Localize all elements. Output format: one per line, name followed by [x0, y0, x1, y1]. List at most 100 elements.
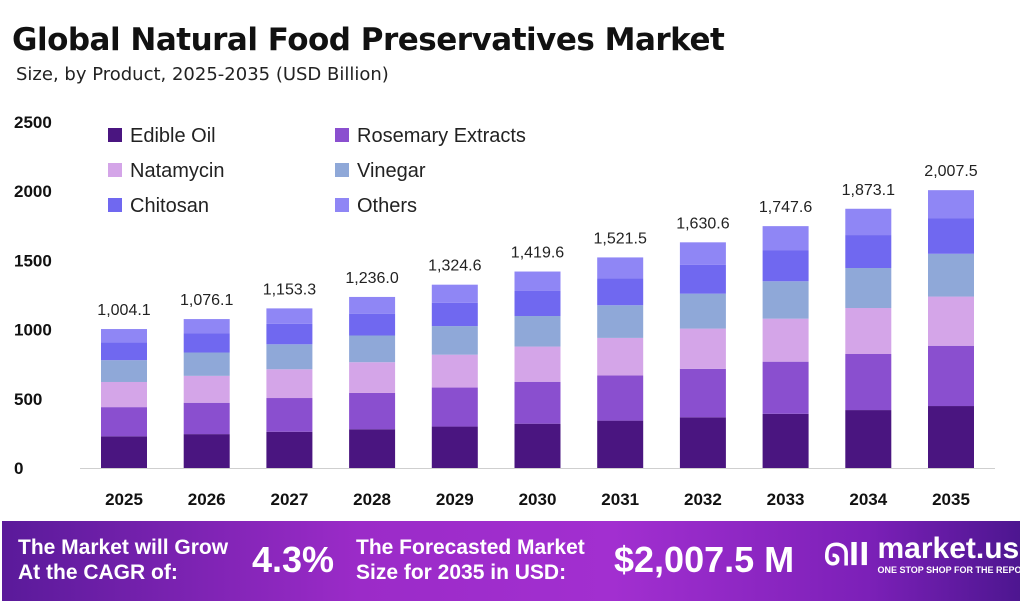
x-tick-label: 2028 [353, 490, 391, 509]
bar-segment-edible-oil [597, 420, 644, 468]
bar-segment-rosemary-extracts [762, 361, 809, 414]
legend-label: Chitosan [130, 195, 209, 217]
legend-swatch [108, 128, 122, 142]
stacked-bar-chart: 0 500 1000 1500 2000 2500 1,004.1 2025 1,076.1 20… [14, 113, 995, 509]
chart-subtitle: Size, by Product, 2025-2035 (USD Billion… [16, 64, 389, 85]
bar-segment-others [762, 226, 809, 251]
bar-segment-natamycin [762, 318, 809, 362]
legend-label: Vinegar [357, 160, 426, 182]
logo-text: market.us [877, 532, 1020, 565]
bar-total-label: 2,007.5 [924, 163, 977, 180]
cagr-label: The Market will Grow At the CAGR of: [18, 535, 228, 585]
cagr-label-line2: At the CAGR of: [18, 561, 178, 584]
y-tick-label: 0 [14, 459, 23, 478]
bar-segment-edible-oil [762, 413, 809, 468]
y-tick-label: 1000 [14, 321, 52, 340]
bar-segment-rosemary-extracts [349, 392, 396, 430]
bar-segment-chitosan [431, 302, 478, 327]
bar-segment-edible-oil [101, 436, 147, 468]
y-tick-label: 2500 [14, 113, 52, 132]
bar-segment-chitosan [101, 342, 147, 361]
bar-segment-natamycin [183, 375, 230, 403]
bar-total-label: 1,419.6 [511, 245, 564, 262]
bar-segment-others [514, 271, 561, 291]
logo-tagline: ONE STOP SHOP FOR THE REPORTS [877, 565, 1024, 575]
bar-segment-edible-oil [928, 406, 974, 468]
bar-segment-chitosan [266, 323, 313, 345]
bar-segment-chitosan [349, 313, 396, 336]
bar-segment-edible-oil [679, 417, 726, 468]
legend-label: Others [357, 195, 417, 217]
forecast-label-line1: The Forecasted Market [356, 536, 585, 559]
bar-total-label: 1,630.6 [676, 215, 729, 232]
y-tick-label: 1500 [14, 251, 52, 270]
x-tick-label: 2032 [684, 490, 722, 509]
bar-segment-vinegar [679, 293, 726, 329]
bar-segment-natamycin [101, 381, 147, 408]
forecast-value: $2,007.5 M [614, 539, 795, 580]
bar-segment-rosemary-extracts [928, 345, 974, 407]
x-tick-label: 2033 [767, 490, 805, 509]
legend-swatch [335, 128, 349, 142]
bar-segment-edible-oil [349, 429, 396, 468]
bar-segment-rosemary-extracts [514, 381, 561, 424]
bar-segment-rosemary-extracts [101, 407, 147, 437]
bar-segment-others [183, 319, 230, 334]
x-tick-label: 2035 [932, 490, 970, 509]
x-tick-label: 2029 [436, 490, 474, 509]
forecast-label-line2: Size for 2035 in USD: [356, 561, 567, 584]
bar-total-label: 1,236.0 [345, 270, 398, 287]
legend-label: Rosemary Extracts [357, 125, 526, 147]
bar-segment-natamycin [845, 308, 892, 354]
legend-swatch [335, 163, 349, 177]
cagr-label-line1: The Market will Grow [18, 536, 229, 559]
bar-segment-chitosan [183, 333, 230, 353]
bar-segment-chitosan [928, 218, 974, 254]
bar-segment-vinegar [762, 281, 809, 319]
bar-segment-others [266, 308, 313, 324]
bar-segment-chitosan [597, 278, 644, 306]
x-tick-label: 2027 [270, 490, 308, 509]
cagr-value: 4.3% [252, 539, 335, 580]
bar-segment-rosemary-extracts [845, 353, 892, 411]
bar-segment-vinegar [597, 305, 644, 338]
bar-segment-natamycin [514, 346, 561, 382]
bar-segment-natamycin [349, 362, 396, 393]
market-us-logo: ᘏll market.us ONE STOP SHOP FOR THE REPO… [824, 532, 1024, 576]
bar-segment-vinegar [928, 253, 974, 297]
legend-label: Edible Oil [130, 125, 216, 147]
bar-segment-edible-oil [431, 426, 478, 468]
bar-segment-chitosan [762, 250, 809, 282]
bar-segment-natamycin [597, 337, 644, 376]
bar-segment-rosemary-extracts [597, 375, 644, 421]
x-tick-label: 2026 [188, 490, 226, 509]
bar-total-label: 1,324.6 [428, 258, 481, 275]
bar-segment-natamycin [431, 354, 478, 388]
bar-segment-edible-oil [845, 410, 892, 468]
x-tick-label: 2034 [849, 490, 887, 509]
bar-segment-others [349, 296, 396, 314]
bar-segment-rosemary-extracts [183, 402, 230, 435]
bar-segment-others [597, 257, 644, 279]
bar-segment-edible-oil [183, 434, 230, 468]
bar-segment-vinegar [183, 352, 230, 376]
bar-segment-natamycin [928, 296, 974, 346]
chart-title: Global Natural Food Preservatives Market [12, 22, 725, 58]
bar-segment-chitosan [514, 290, 561, 317]
bar-total-label: 1,747.6 [759, 199, 812, 216]
bar-total-label: 1,521.5 [594, 230, 647, 247]
bar-total-label: 1,153.3 [263, 281, 316, 298]
bar-segment-vinegar [101, 360, 147, 382]
bar-total-label: 1,873.1 [842, 182, 895, 199]
x-tick-label: 2030 [519, 490, 557, 509]
bar-segment-others [431, 284, 478, 303]
bar-segment-others [928, 190, 974, 219]
bar-total-label: 1,004.1 [97, 302, 150, 319]
bar-segment-vinegar [349, 335, 396, 363]
legend-swatch [108, 163, 122, 177]
bar-segment-vinegar [845, 268, 892, 309]
bar-segment-rosemary-extracts [266, 398, 313, 432]
y-tick-label: 2000 [14, 182, 52, 201]
legend-label: Natamycin [130, 160, 224, 182]
legend-swatch [108, 198, 122, 212]
